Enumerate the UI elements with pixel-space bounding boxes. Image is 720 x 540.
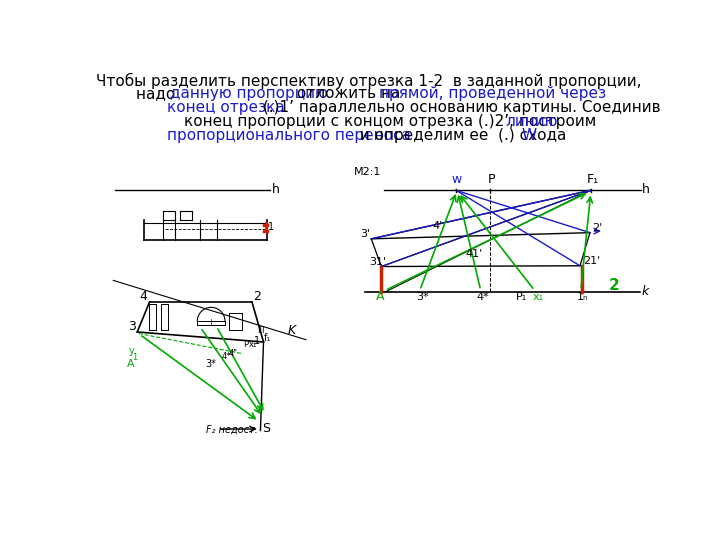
Text: 2: 2	[609, 279, 620, 293]
Text: P: P	[487, 173, 495, 186]
Text: 3': 3'	[361, 230, 371, 239]
Text: F₁: F₁	[587, 173, 599, 186]
Text: 3: 3	[128, 320, 136, 333]
Text: пропорционального переноса: пропорционального переноса	[167, 128, 411, 143]
Text: h: h	[272, 183, 280, 196]
Text: конец пропорции с концом отрезка (.)2’, построим: конец пропорции с концом отрезка (.)2’, …	[184, 114, 601, 129]
Text: 2': 2'	[593, 223, 603, 233]
Text: A: A	[376, 289, 384, 302]
Text: 31': 31'	[369, 257, 386, 267]
Text: 3*: 3*	[416, 293, 428, 302]
Text: y: y	[129, 346, 135, 356]
Text: w: w	[451, 173, 462, 186]
Text: 4': 4'	[433, 221, 444, 231]
Text: 4": 4"	[229, 349, 238, 358]
Text: P: P	[243, 340, 248, 349]
Text: 41': 41'	[465, 248, 482, 259]
Text: x₁: x₁	[533, 293, 544, 302]
Text: x₁: x₁	[249, 340, 257, 349]
Text: 1: 1	[132, 353, 137, 362]
Text: W: W	[521, 128, 536, 143]
Text: k: k	[642, 285, 649, 298]
Text: M2:1: M2:1	[354, 167, 381, 177]
Text: P₁: P₁	[516, 293, 527, 302]
Text: K: K	[287, 325, 296, 338]
Text: F₂ недост.: F₂ недост.	[206, 425, 258, 435]
Text: прямой, проведенной через: прямой, проведенной через	[379, 86, 606, 102]
Text: линию: линию	[505, 114, 558, 129]
Text: 1: 1	[254, 335, 261, 346]
Text: S: S	[262, 422, 270, 435]
Text: и определим ее  (.) схода: и определим ее (.) схода	[355, 128, 571, 143]
Text: данную пропорцию: данную пропорцию	[171, 86, 328, 102]
Text: отложить на: отложить на	[292, 86, 405, 102]
Text: Чтобы разделить перспективу отрезка 1-2  в заданной пропорции,: Чтобы разделить перспективу отрезка 1-2 …	[96, 72, 642, 89]
Text: 3*: 3*	[206, 359, 217, 369]
Text: 2: 2	[253, 291, 261, 303]
Text: f₁: f₁	[264, 333, 271, 343]
Text: III: III	[257, 326, 265, 335]
Text: A: A	[127, 359, 134, 369]
Text: h: h	[642, 183, 650, 196]
Text: 4*: 4*	[477, 293, 490, 302]
Text: (.)1’ параллельно основанию картины. Соединив: (.)1’ параллельно основанию картины. Сое…	[258, 100, 660, 115]
Text: 4*: 4*	[221, 352, 230, 361]
Text: конец отрезка: конец отрезка	[167, 100, 285, 115]
Text: 1: 1	[268, 222, 274, 232]
Text: 4: 4	[140, 291, 148, 303]
Text: 1ₙ: 1ₙ	[577, 293, 588, 302]
Text: 21': 21'	[583, 256, 600, 266]
Text: надо: надо	[137, 86, 181, 102]
